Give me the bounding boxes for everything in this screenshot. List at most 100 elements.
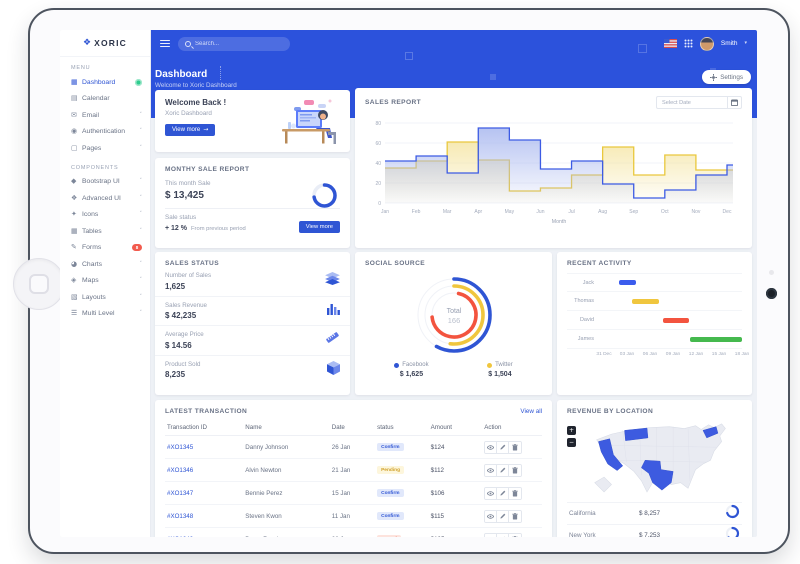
edit-button[interactable]	[497, 533, 510, 537]
delete-icon	[512, 512, 518, 519]
sidebar-item-charts[interactable]: ◕ Charts ˅	[60, 256, 150, 273]
sidebar-item-forms[interactable]: ✎ Forms 8	[60, 240, 150, 257]
state-montana[interactable]	[624, 427, 649, 441]
sidebar-item-authentication[interactable]: ◉ Authentication ˅	[60, 124, 150, 141]
eye-button[interactable]	[485, 487, 498, 499]
state-new-york[interactable]	[702, 426, 719, 439]
apps-grid-icon[interactable]	[684, 39, 693, 48]
layers-icon	[325, 272, 340, 286]
sidebar-item-pages[interactable]: ▢ Pages ˅	[60, 140, 150, 157]
sidebar-item-label: Pages	[82, 144, 102, 152]
transaction-id-link[interactable]: #XO1345	[165, 435, 244, 459]
delete-button[interactable]	[509, 464, 522, 476]
settings-button[interactable]: Settings	[702, 70, 751, 84]
light-sensor-icon	[769, 270, 774, 275]
legend-label: Facebook	[402, 362, 429, 368]
status-badge: Confirm	[377, 512, 404, 521]
edit-button[interactable]	[497, 510, 510, 522]
select-date-input[interactable]	[656, 96, 728, 109]
sales-status-card: SALES STATUS Number of Sales 1,625 Sales R…	[155, 252, 350, 395]
sidebar-item-icons[interactable]: ✦ Icons ˅	[60, 207, 150, 224]
logo-icon: ❖	[83, 37, 92, 48]
sidebar-section-label: COMPONENTS	[71, 164, 119, 171]
recent-activity-chart: Jack Thomas David James	[567, 273, 742, 349]
svg-text:Dec: Dec	[723, 209, 732, 215]
map-zoom-in-button[interactable]: +	[567, 426, 576, 435]
transaction-id-link[interactable]: #XO1347	[165, 481, 244, 505]
transaction-id-link[interactable]: #XO1349	[165, 527, 244, 537]
sidebar-item-calendar[interactable]: ▤ Calendar	[60, 91, 150, 108]
activity-bar	[618, 280, 637, 285]
latest-transaction-card: LATEST TRANSACTION View all Transaction …	[155, 400, 552, 537]
transaction-id-link[interactable]: #XO1346	[165, 458, 244, 482]
sidebar: ❖ XORIC MENU ▦ Dashboard ▤ Calendar ✉ Email ˅ ◉ A…	[60, 30, 150, 537]
welcome-view-more-button[interactable]: View more →	[165, 124, 216, 136]
eye-button[interactable]	[485, 441, 498, 453]
map-zoom-out-button[interactable]: −	[567, 438, 576, 447]
column-header-date: Date	[329, 420, 376, 436]
edit-icon	[500, 467, 506, 473]
delete-button[interactable]	[509, 441, 522, 453]
usa-map[interactable]	[591, 417, 742, 502]
stat-label: Number of Sales	[165, 272, 212, 279]
eye-button[interactable]	[485, 464, 498, 476]
svg-text:Jan: Jan	[381, 209, 389, 215]
edit-icon	[500, 513, 506, 519]
sidebar-item-label: Forms	[82, 244, 102, 252]
sidebar-toggle-icon[interactable]	[160, 38, 170, 48]
chevron-down-icon: ˅	[139, 277, 143, 284]
delete-icon	[512, 466, 518, 473]
eye-button[interactable]	[485, 510, 498, 522]
delete-button[interactable]	[509, 487, 522, 499]
forms-icon: ✎	[71, 243, 77, 252]
transaction-row: #XO1347 Bennie Perez 15 Jan Confirm $106	[165, 481, 542, 505]
sidebar-item-dashboard[interactable]: ▦ Dashboard	[60, 74, 150, 91]
chevron-down-icon: ˅	[139, 128, 143, 135]
location-name: New York	[569, 532, 596, 537]
flag-icon[interactable]	[663, 39, 677, 48]
count-badge: 8	[132, 244, 142, 252]
sidebar-item-maps[interactable]: ◈ Maps ˅	[60, 273, 150, 290]
state-texas[interactable]	[641, 460, 674, 491]
transaction-id-link[interactable]: #XO1348	[165, 504, 244, 528]
sidebar-item-multi-level[interactable]: ☰ Multi Level ˅	[60, 306, 150, 323]
delete-icon	[512, 443, 518, 450]
sidebar-item-bootstrap-ui[interactable]: ◆ Bootstrap UI ˅	[60, 174, 150, 191]
delete-button[interactable]	[509, 533, 522, 537]
search-input[interactable]	[195, 40, 275, 47]
svg-text:Sep: Sep	[629, 209, 638, 215]
edit-button[interactable]	[497, 487, 510, 499]
eye-icon	[487, 444, 495, 450]
notification-dot-badge	[135, 78, 142, 86]
view-all-link[interactable]: View all	[520, 408, 542, 415]
sidebar-item-email[interactable]: ✉ Email ˅	[60, 107, 150, 124]
monthly-view-more-button[interactable]: View more	[298, 221, 340, 233]
user-name[interactable]: Smith	[720, 40, 738, 47]
column-header-action: Action	[482, 420, 542, 436]
tables-icon: ▦	[71, 226, 78, 235]
transaction-name: Steven Kwon	[243, 504, 330, 528]
authentication-icon: ◉	[71, 127, 78, 136]
ruler-icon	[326, 332, 339, 344]
transaction-row: #XO1345 Danny Johnson 26 Jan Confirm $124	[165, 435, 542, 459]
delete-button[interactable]	[509, 510, 522, 522]
sidebar-item-layouts[interactable]: ▧ Layouts ˅	[60, 289, 150, 306]
search-box[interactable]	[178, 36, 290, 51]
sidebar-item-tables[interactable]: ▦ Tables ˅	[60, 223, 150, 240]
sale-delta: + 12 %	[165, 225, 187, 232]
axis-tick-label: 15 Jan	[711, 352, 727, 357]
calendar-button[interactable]	[728, 96, 742, 109]
action-buttons	[484, 509, 523, 523]
date-filter	[656, 96, 742, 109]
edit-button[interactable]	[497, 441, 510, 453]
home-button[interactable]	[13, 258, 65, 310]
svg-text:Apr: Apr	[474, 209, 482, 215]
sidebar-item-advanced-ui[interactable]: ❖ Advanced UI ˅	[60, 190, 150, 207]
edit-button[interactable]	[497, 464, 510, 476]
state-california[interactable]	[598, 438, 624, 471]
svg-text:80: 80	[375, 121, 381, 127]
user-avatar[interactable]	[699, 36, 714, 51]
layouts-icon: ▧	[71, 292, 78, 301]
eye-button[interactable]	[485, 533, 498, 537]
svg-text:May: May	[505, 209, 515, 215]
